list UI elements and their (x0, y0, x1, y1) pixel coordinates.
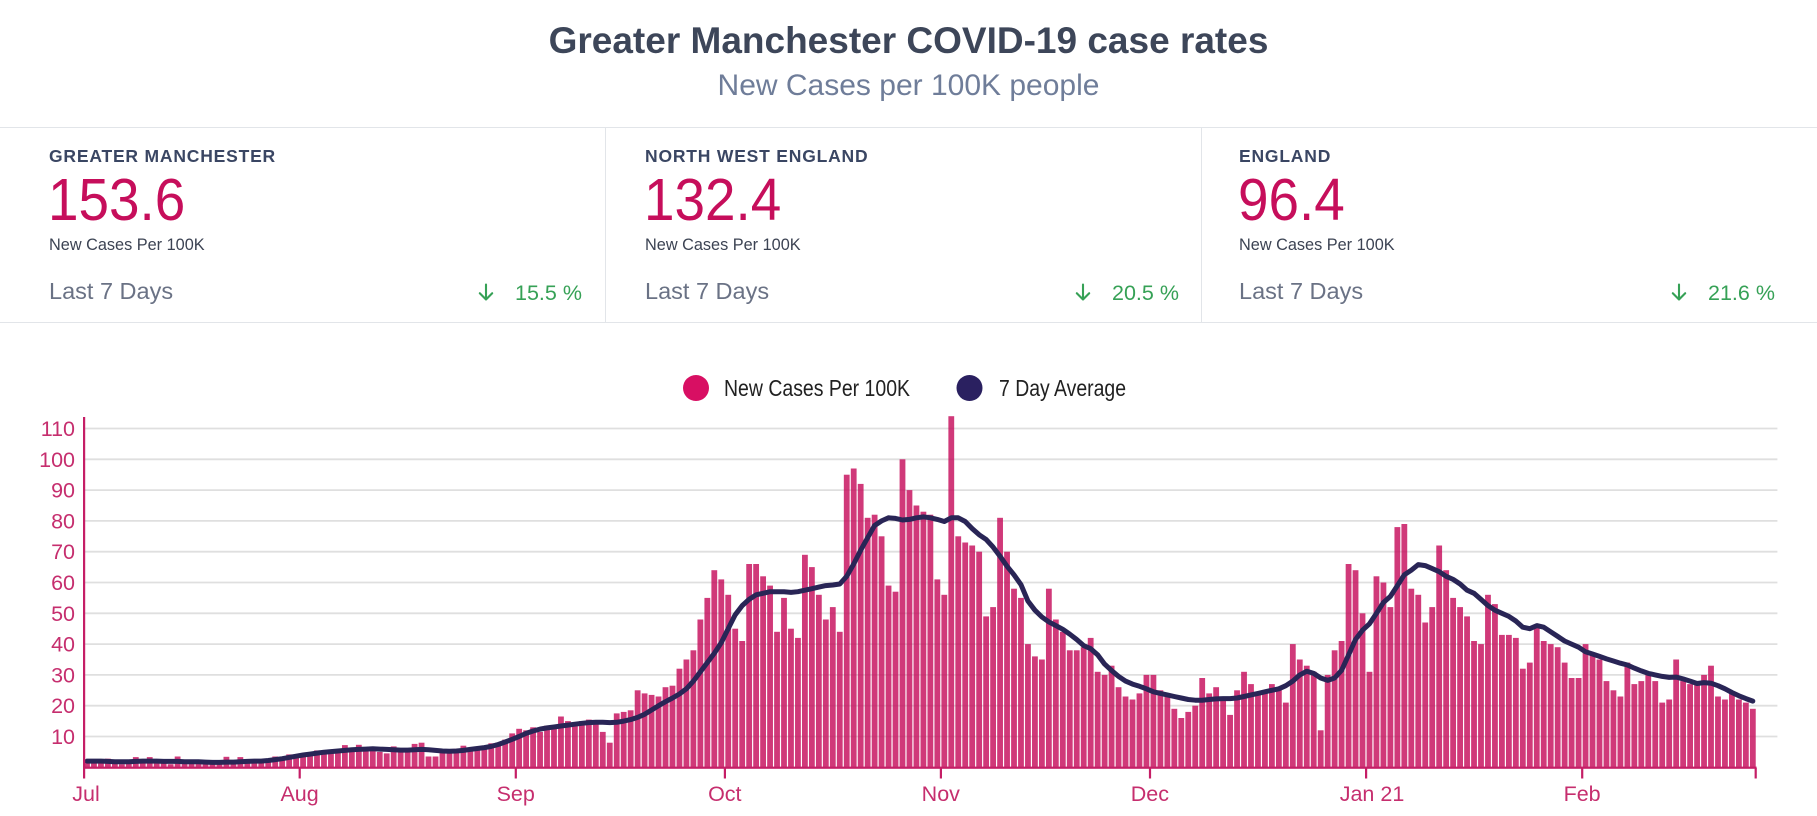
svg-text:80: 80 (51, 509, 75, 533)
svg-text:Jul: Jul (72, 782, 99, 806)
svg-text:60: 60 (51, 571, 75, 595)
svg-text:Sep: Sep (497, 782, 535, 806)
svg-text:30: 30 (51, 663, 75, 687)
svg-text:90: 90 (51, 479, 75, 503)
svg-text:100: 100 (39, 448, 75, 472)
svg-text:20: 20 (51, 694, 75, 718)
svg-text:Dec: Dec (1131, 782, 1169, 806)
svg-text:7 Day Average: 7 Day Average (999, 375, 1126, 401)
svg-text:10: 10 (51, 725, 75, 749)
svg-text:Jan 21: Jan 21 (1340, 782, 1405, 806)
svg-text:Feb: Feb (1564, 782, 1601, 806)
svg-text:50: 50 (51, 602, 75, 626)
svg-text:Oct: Oct (708, 782, 741, 806)
svg-text:Aug: Aug (280, 782, 318, 806)
svg-text:New Cases Per 100K: New Cases Per 100K (724, 375, 910, 401)
svg-text:110: 110 (41, 417, 75, 441)
svg-text:70: 70 (51, 540, 75, 564)
svg-text:40: 40 (51, 633, 75, 657)
svg-text:Nov: Nov (922, 782, 960, 806)
